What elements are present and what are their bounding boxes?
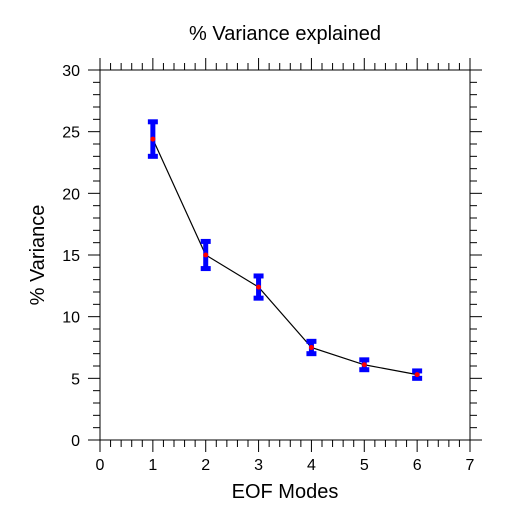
- y-tick-label: 10: [62, 310, 80, 327]
- variance-chart: % Variance explained 0 1 2 3 4 5 6 7 0 5 10 15 20 25 30…: [0, 0, 527, 531]
- y-tick-label: 0: [71, 433, 80, 450]
- chart-title: % Variance explained: [189, 23, 381, 45]
- y-tick-label: 30: [62, 63, 80, 80]
- data-marker: [203, 253, 208, 258]
- x-tick-label: 2: [201, 457, 210, 474]
- x-tick-label: 6: [413, 457, 422, 474]
- x-axis-label: EOF Modes: [232, 481, 339, 503]
- x-tick-label: 5: [360, 457, 369, 474]
- x-tick-label: 1: [148, 457, 157, 474]
- data-marker: [415, 372, 420, 377]
- y-tick-label: 25: [62, 125, 80, 142]
- data-marker: [362, 362, 367, 367]
- x-tick-label: 3: [254, 457, 263, 474]
- y-axis-label: % Variance: [27, 205, 49, 306]
- x-tick-label: 4: [307, 457, 316, 474]
- y-tick-label: 20: [62, 186, 80, 203]
- chart-svg: % Variance explained 0 1 2 3 4 5 6 7 0 5 10 15 20 25 30…: [0, 0, 527, 531]
- data-marker: [256, 285, 261, 290]
- x-tick-label: 7: [466, 457, 475, 474]
- data-marker: [309, 345, 314, 350]
- x-tick-label: 0: [96, 457, 105, 474]
- data-marker: [150, 137, 155, 142]
- y-tick-label: 5: [71, 371, 80, 388]
- y-tick-label: 15: [62, 248, 80, 265]
